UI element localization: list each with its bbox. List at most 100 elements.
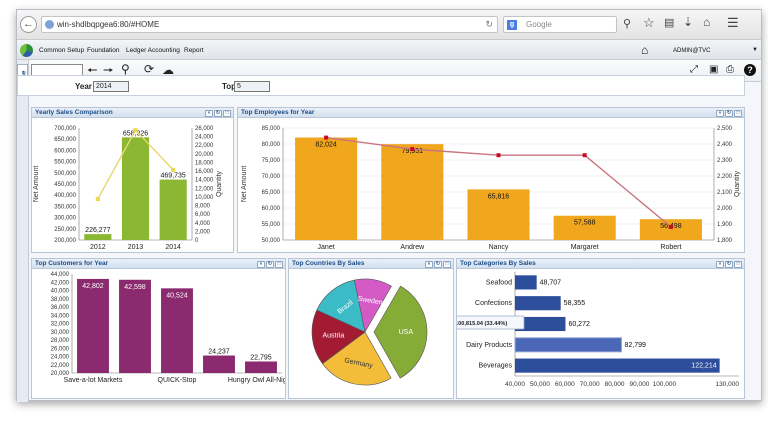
menu-report[interactable]: Report (184, 47, 204, 54)
popout-icon[interactable]: □ (223, 110, 231, 117)
y2-tick-label: 2,400 (717, 142, 733, 148)
y-tick-label: 75,000 (262, 158, 281, 164)
print-icon[interactable]: ⎙ (726, 64, 734, 75)
refresh-panel-icon[interactable]: ↻ (725, 261, 733, 268)
help-icon[interactable]: ? (744, 64, 756, 76)
home-icon[interactable]: ⌂ (641, 43, 649, 57)
pie-slice (322, 331, 392, 386)
popout-icon[interactable]: □ (734, 110, 742, 117)
y2-tick-label: 0 (195, 238, 199, 244)
yearly-sales-chart: 700,000 650,000 600,000 550,000 500,000 450,0… (33, 126, 223, 251)
back-button[interactable]: ← (20, 16, 37, 33)
x-tick-label: 130,000 (716, 381, 740, 388)
user-menu[interactable]: ADMIN@TVC (673, 48, 711, 54)
y-tick-label: 20,000 (51, 371, 70, 377)
browser-toolbar: ← win-shdlbqpgea6:80/#HOME ↻ g Google ⚲ … (17, 10, 761, 40)
magnifier-icon[interactable]: ⚲ (623, 18, 632, 30)
y-tick-label: 38,000 (51, 297, 70, 303)
y-tick-label: 28,000 (51, 338, 70, 344)
top-customers-panel: Top Customers for Year «↻ □ 44,000 42,000 4… (31, 258, 286, 399)
y-tick-label: 300,000 (54, 216, 76, 222)
chevron-down-icon[interactable]: ▼ (752, 47, 758, 53)
popout-icon[interactable]: □ (443, 261, 451, 268)
y-tick-label: 80,000 (262, 142, 281, 148)
bar-value-label: 57,588 (574, 220, 596, 227)
y2-tick-label: 10,000 (195, 195, 214, 201)
top-customers-chart: 44,000 42,000 40,000 38,000 36,000 34,000 32,0… (51, 272, 285, 384)
bar (295, 137, 358, 240)
y2-tick-label: 14,000 (195, 178, 214, 184)
year-input[interactable]: 2014 (93, 81, 129, 92)
collapse-icon[interactable]: « (716, 261, 724, 268)
line-point (324, 135, 329, 140)
menu-foundation[interactable]: Foundation (87, 47, 120, 54)
reload-icon[interactable]: ↻ (485, 19, 493, 29)
bar (77, 278, 109, 373)
window-icon[interactable]: ▣ (709, 64, 719, 75)
clipboard-icon[interactable]: ▤ (664, 17, 675, 29)
y-tick-label: 50,000 (262, 238, 281, 244)
url-bar[interactable]: win-shdlbqpgea6:80/#HOME ↻ (41, 16, 498, 33)
bar-value-label: 658,326 (123, 130, 148, 137)
cloud-icon[interactable]: ☁ (162, 63, 174, 77)
bar (514, 337, 623, 353)
bar (245, 361, 277, 373)
download-icon[interactable]: ⇣ (683, 15, 694, 29)
star-icon[interactable]: ☆ (643, 15, 655, 30)
tooltip-text: 100,815.04 (33.44%) (457, 321, 507, 327)
year-label: Year (75, 82, 92, 91)
search-icon[interactable]: ⚲ (121, 62, 130, 76)
y2-axis-title: Quantity (216, 170, 223, 197)
y-tick-label: 44,000 (51, 272, 70, 278)
line-point (496, 153, 501, 158)
y2-axis-title: Quantity (734, 170, 741, 197)
top-countries-panel: Top Countries By Sales «↻ □ USA Germany Aus… (288, 258, 454, 399)
refresh-panel-icon[interactable]: ↻ (214, 110, 222, 117)
collapse-icon[interactable]: « (205, 110, 213, 117)
search-box[interactable]: g Google (503, 16, 617, 33)
bar-value-label: 24,237 (208, 349, 230, 356)
x-tick-label: Robert (660, 244, 681, 251)
refresh-icon[interactable]: ⟳ (144, 62, 155, 76)
menu-ledger-accounting[interactable]: Ledger Accounting (126, 47, 180, 54)
y-tick-label: 200,000 (54, 238, 76, 244)
y2-tick-label: 1,900 (717, 222, 733, 228)
hamburger-icon[interactable]: ☰ (727, 15, 739, 30)
top-countries-title: Top Countries By Sales (292, 260, 365, 267)
y2-tick-label: 18,000 (195, 160, 214, 166)
collapse-icon[interactable]: « (425, 261, 433, 268)
arrow-right-icon[interactable]: 🠖 (103, 63, 114, 77)
filter-bar: Year 2014 Top 5 (17, 75, 745, 96)
y2-tick-label: 2,000 (717, 206, 733, 212)
top-input[interactable]: 5 (234, 81, 270, 92)
y-axis-title: Net Amount (241, 166, 248, 203)
collapse-icon[interactable]: « (716, 110, 724, 117)
refresh-panel-icon[interactable]: ↻ (266, 261, 274, 268)
x-tick-label: 40,000 (505, 381, 525, 388)
popout-icon[interactable]: □ (734, 261, 742, 268)
bar (119, 279, 151, 373)
bar-value-label: 79,951 (402, 148, 424, 155)
refresh-panel-icon[interactable]: ↻ (434, 261, 442, 268)
top-categories-panel: Top Categories By Sales «↻ □ Seafood 48,70… (456, 258, 745, 399)
bar (84, 234, 112, 240)
google-icon: g (507, 20, 517, 30)
x-tick-label: Save-a-lot Markets (64, 377, 123, 384)
menu-common-setup[interactable]: Common Setup (39, 47, 85, 54)
x-tick-label: 2013 (128, 244, 144, 251)
refresh-panel-icon[interactable]: ↻ (725, 110, 733, 117)
expand-icon[interactable]: ⤢ (690, 64, 698, 75)
x-tick-label: 80,000 (605, 381, 625, 388)
search-placeholder: Google (526, 20, 552, 29)
bar (467, 189, 530, 240)
popout-icon[interactable]: □ (275, 261, 283, 268)
collapse-icon[interactable]: « (257, 261, 265, 268)
tooltip-box (457, 315, 525, 330)
y-tick-label: 85,000 (262, 126, 281, 132)
arrow-left-icon[interactable]: 🠔 (87, 63, 98, 77)
x-tick-label: Janet (318, 244, 335, 251)
home-browser-icon[interactable]: ⌂ (703, 15, 711, 29)
y-tick-label: 650,000 (54, 137, 76, 143)
bar (515, 275, 537, 290)
